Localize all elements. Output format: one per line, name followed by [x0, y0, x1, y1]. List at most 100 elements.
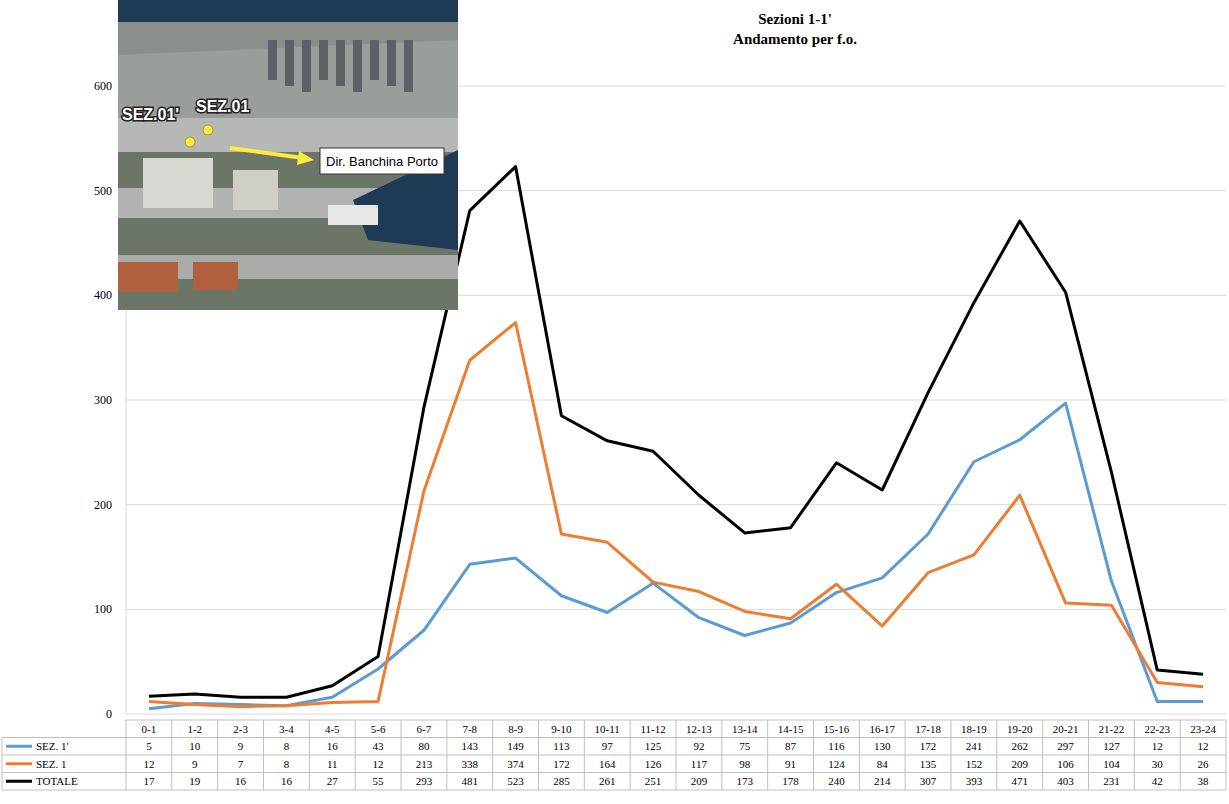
- x-tick-label: 9-10: [551, 723, 572, 735]
- table-rule: [630, 720, 631, 790]
- data-label: 43: [373, 740, 385, 752]
- table-rule: [217, 720, 218, 790]
- data-label: 12: [1198, 740, 1209, 752]
- data-label: 92: [693, 740, 704, 752]
- map-cars: [353, 40, 362, 92]
- data-label: 172: [553, 758, 570, 770]
- direction-arrow-head: [297, 151, 314, 165]
- data-label: 135: [920, 758, 937, 770]
- data-label: 27: [327, 775, 339, 787]
- data-label: 293: [416, 775, 433, 787]
- data-label: 143: [462, 740, 479, 752]
- data-label: 75: [739, 740, 751, 752]
- data-label: 19: [189, 775, 201, 787]
- grid-line: [126, 714, 1226, 715]
- map-label: SEZ.01: [196, 98, 249, 115]
- table-rule: [126, 720, 127, 790]
- legend-swatch: [6, 745, 32, 748]
- legend-label: TOTALE: [36, 775, 78, 787]
- data-label: 124: [828, 758, 845, 770]
- x-tick-label: 20-21: [1053, 723, 1079, 735]
- x-tick-label: 13-14: [732, 723, 758, 735]
- data-label: 10: [189, 740, 201, 752]
- x-tick-label: 5-6: [371, 723, 386, 735]
- map-building: [193, 262, 238, 290]
- data-label: 178: [782, 775, 799, 787]
- grid-line: [126, 609, 1226, 610]
- data-label: 149: [507, 740, 524, 752]
- table-rule: [2, 738, 3, 791]
- map-ground: [118, 0, 458, 310]
- x-tick-label: 3-4: [279, 723, 294, 735]
- data-label: 251: [645, 775, 662, 787]
- data-label: 481: [462, 775, 479, 787]
- chart-svg: Sezioni 1-1'Andamento per f.o.SEZ.01'SEZ…: [0, 0, 1229, 804]
- data-label: 5: [146, 740, 152, 752]
- data-label: 307: [920, 775, 937, 787]
- legend-swatch: [6, 762, 32, 765]
- map-building: [118, 262, 178, 292]
- x-tick-label: 18-19: [961, 723, 987, 735]
- data-label: 80: [418, 740, 430, 752]
- direction-label: Dir. Banchina Porto: [326, 154, 438, 169]
- data-label: 285: [553, 775, 570, 787]
- map-building: [233, 170, 278, 210]
- data-label: 117: [691, 758, 708, 770]
- data-label: 172: [920, 740, 937, 752]
- data-label: 209: [691, 775, 708, 787]
- map-cars: [319, 40, 328, 80]
- x-tick-label: 14-15: [778, 723, 804, 735]
- table-rule: [446, 720, 447, 790]
- table-rule: [951, 720, 952, 790]
- table-rule: [996, 720, 997, 790]
- table-rule: [492, 720, 493, 790]
- data-label: 240: [828, 775, 845, 787]
- chart-title: Sezioni 1-1': [758, 11, 832, 27]
- table-rule: [1088, 720, 1089, 790]
- data-label: 91: [785, 758, 796, 770]
- data-label: 26: [1198, 758, 1210, 770]
- y-tick-label: 0: [106, 707, 112, 721]
- data-label: 8: [284, 758, 290, 770]
- data-label: 30: [1152, 758, 1164, 770]
- data-label: 97: [602, 740, 614, 752]
- x-tick-label: 21-22: [1099, 723, 1125, 735]
- data-label: 403: [1057, 775, 1074, 787]
- data-label: 214: [874, 775, 891, 787]
- map-road: [118, 118, 458, 152]
- map-cars: [285, 40, 294, 86]
- data-label: 523: [507, 775, 524, 787]
- table-rule: [263, 720, 264, 790]
- map-cars: [268, 40, 277, 80]
- data-table: 0-11-22-33-44-55-66-77-88-99-1010-1111-1…: [2, 720, 1226, 790]
- data-label: 113: [553, 740, 570, 752]
- table-rule: [905, 720, 906, 790]
- data-label: 164: [599, 758, 616, 770]
- y-tick-label: 600: [94, 79, 112, 93]
- x-tick-label: 2-3: [233, 723, 248, 735]
- data-label: 9: [238, 740, 244, 752]
- map-cars: [387, 40, 396, 86]
- section-dot: [203, 125, 213, 135]
- map-cars: [404, 40, 413, 92]
- data-label: 374: [507, 758, 524, 770]
- data-label: 261: [599, 775, 616, 787]
- table-rule: [721, 720, 722, 790]
- map-cars: [302, 40, 311, 92]
- data-label: 126: [645, 758, 662, 770]
- x-tick-label: 11-12: [640, 723, 665, 735]
- data-label: 209: [1012, 758, 1029, 770]
- table-rule: [355, 720, 356, 790]
- table-rule: [767, 720, 768, 790]
- x-tick-label: 19-20: [1007, 723, 1033, 735]
- table-rule: [1134, 720, 1135, 790]
- data-label: 471: [1012, 775, 1029, 787]
- y-tick-label: 100: [94, 602, 112, 616]
- data-label: 213: [416, 758, 433, 770]
- data-label: 393: [966, 775, 983, 787]
- data-label: 98: [739, 758, 751, 770]
- table-rule: [309, 720, 310, 790]
- data-label: 8: [284, 740, 290, 752]
- table-rule: [813, 720, 814, 790]
- data-label: 12: [1152, 740, 1163, 752]
